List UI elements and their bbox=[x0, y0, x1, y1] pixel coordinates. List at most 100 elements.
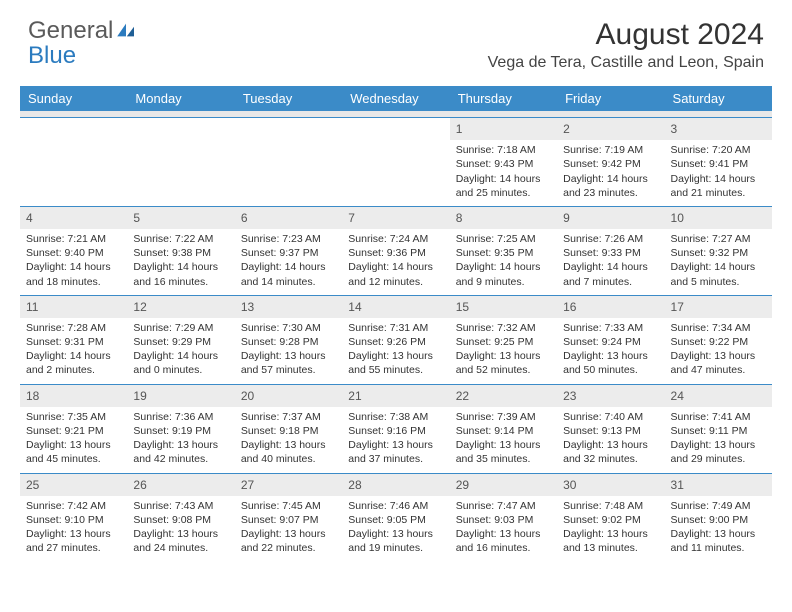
daylight-text: Daylight: 13 hours and 40 minutes. bbox=[241, 438, 336, 466]
sunrise-text: Sunrise: 7:42 AM bbox=[26, 499, 121, 513]
sunrise-text: Sunrise: 7:22 AM bbox=[133, 232, 228, 246]
sunset-text: Sunset: 9:26 PM bbox=[348, 335, 443, 349]
sunrise-text: Sunrise: 7:48 AM bbox=[563, 499, 658, 513]
day-cell: 28Sunrise: 7:46 AMSunset: 9:05 PMDayligh… bbox=[342, 474, 449, 562]
day-cell: 2Sunrise: 7:19 AMSunset: 9:42 PMDaylight… bbox=[557, 118, 664, 206]
day-content: Sunrise: 7:45 AMSunset: 9:07 PMDaylight:… bbox=[235, 496, 342, 562]
day-number: 31 bbox=[665, 474, 772, 496]
sunrise-text: Sunrise: 7:25 AM bbox=[456, 232, 551, 246]
day-content: Sunrise: 7:43 AMSunset: 9:08 PMDaylight:… bbox=[127, 496, 234, 562]
day-cell: 6Sunrise: 7:23 AMSunset: 9:37 PMDaylight… bbox=[235, 207, 342, 295]
day-number: 8 bbox=[450, 207, 557, 229]
sunset-text: Sunset: 9:25 PM bbox=[456, 335, 551, 349]
day-content: Sunrise: 7:28 AMSunset: 9:31 PMDaylight:… bbox=[20, 318, 127, 384]
sunrise-text: Sunrise: 7:31 AM bbox=[348, 321, 443, 335]
daylight-text: Daylight: 13 hours and 32 minutes. bbox=[563, 438, 658, 466]
weekday-header: Wednesday bbox=[342, 86, 449, 111]
weekday-header-row: Sunday Monday Tuesday Wednesday Thursday… bbox=[20, 86, 772, 111]
day-cell: 18Sunrise: 7:35 AMSunset: 9:21 PMDayligh… bbox=[20, 385, 127, 473]
header: GeneralBlue August 2024 Vega de Tera, Ca… bbox=[0, 0, 792, 78]
sunrise-text: Sunrise: 7:29 AM bbox=[133, 321, 228, 335]
day-cell: 26Sunrise: 7:43 AMSunset: 9:08 PMDayligh… bbox=[127, 474, 234, 562]
sunset-text: Sunset: 9:24 PM bbox=[563, 335, 658, 349]
day-content: Sunrise: 7:30 AMSunset: 9:28 PMDaylight:… bbox=[235, 318, 342, 384]
day-number: 30 bbox=[557, 474, 664, 496]
sunset-text: Sunset: 9:40 PM bbox=[26, 246, 121, 260]
day-number: 29 bbox=[450, 474, 557, 496]
sunrise-text: Sunrise: 7:39 AM bbox=[456, 410, 551, 424]
day-content: Sunrise: 7:19 AMSunset: 9:42 PMDaylight:… bbox=[557, 140, 664, 206]
day-content: Sunrise: 7:27 AMSunset: 9:32 PMDaylight:… bbox=[665, 229, 772, 295]
day-cell: 30Sunrise: 7:48 AMSunset: 9:02 PMDayligh… bbox=[557, 474, 664, 562]
day-cell: 22Sunrise: 7:39 AMSunset: 9:14 PMDayligh… bbox=[450, 385, 557, 473]
sunrise-text: Sunrise: 7:41 AM bbox=[671, 410, 766, 424]
day-content: Sunrise: 7:46 AMSunset: 9:05 PMDaylight:… bbox=[342, 496, 449, 562]
day-cell: 9 Sunrise: 7:26 AMSunset: 9:33 PMDaylight… bbox=[557, 207, 664, 295]
day-cell: 7Sunrise: 7:24 AMSunset: 9:36 PMDaylight… bbox=[342, 207, 449, 295]
daylight-text: Daylight: 14 hours and 5 minutes. bbox=[671, 260, 766, 288]
day-cell: 13Sunrise: 7:30 AMSunset: 9:28 PMDayligh… bbox=[235, 296, 342, 384]
sunset-text: Sunset: 9:05 PM bbox=[348, 513, 443, 527]
week-row: 25Sunrise: 7:42 AMSunset: 9:10 PMDayligh… bbox=[20, 473, 772, 562]
daylight-text: Daylight: 13 hours and 55 minutes. bbox=[348, 349, 443, 377]
daylight-text: Daylight: 13 hours and 42 minutes. bbox=[133, 438, 228, 466]
sunrise-text: Sunrise: 7:47 AM bbox=[456, 499, 551, 513]
title-block: August 2024 Vega de Tera, Castille and L… bbox=[488, 18, 764, 72]
daylight-text: Daylight: 14 hours and 0 minutes. bbox=[133, 349, 228, 377]
sunset-text: Sunset: 9:22 PM bbox=[671, 335, 766, 349]
day-number: 15 bbox=[450, 296, 557, 318]
day-cell: 11Sunrise: 7:28 AMSunset: 9:31 PMDayligh… bbox=[20, 296, 127, 384]
day-content: Sunrise: 7:41 AMSunset: 9:11 PMDaylight:… bbox=[665, 407, 772, 473]
day-number: 21 bbox=[342, 385, 449, 407]
daylight-text: Daylight: 14 hours and 23 minutes. bbox=[563, 172, 658, 200]
day-content: Sunrise: 7:39 AMSunset: 9:14 PMDaylight:… bbox=[450, 407, 557, 473]
day-number: 19 bbox=[127, 385, 234, 407]
sunset-text: Sunset: 9:42 PM bbox=[563, 157, 658, 171]
sunrise-text: Sunrise: 7:18 AM bbox=[456, 143, 551, 157]
day-number: 11 bbox=[20, 296, 127, 318]
day-content: Sunrise: 7:33 AMSunset: 9:24 PMDaylight:… bbox=[557, 318, 664, 384]
day-number bbox=[342, 118, 449, 124]
sunrise-text: Sunrise: 7:23 AM bbox=[241, 232, 336, 246]
sunrise-text: Sunrise: 7:19 AM bbox=[563, 143, 658, 157]
day-content: Sunrise: 7:25 AMSunset: 9:35 PMDaylight:… bbox=[450, 229, 557, 295]
day-number: 9 bbox=[557, 207, 664, 229]
daylight-text: Daylight: 13 hours and 24 minutes. bbox=[133, 527, 228, 555]
day-cell: 31Sunrise: 7:49 AMSunset: 9:00 PMDayligh… bbox=[665, 474, 772, 562]
daylight-text: Daylight: 13 hours and 37 minutes. bbox=[348, 438, 443, 466]
day-number: 20 bbox=[235, 385, 342, 407]
sunset-text: Sunset: 9:33 PM bbox=[563, 246, 658, 260]
daylight-text: Daylight: 14 hours and 16 minutes. bbox=[133, 260, 228, 288]
daylight-text: Daylight: 13 hours and 57 minutes. bbox=[241, 349, 336, 377]
day-content: Sunrise: 7:38 AMSunset: 9:16 PMDaylight:… bbox=[342, 407, 449, 473]
daylight-text: Daylight: 14 hours and 18 minutes. bbox=[26, 260, 121, 288]
day-number: 25 bbox=[20, 474, 127, 496]
week-row: 1Sunrise: 7:18 AMSunset: 9:43 PMDaylight… bbox=[20, 117, 772, 206]
daylight-text: Daylight: 14 hours and 25 minutes. bbox=[456, 172, 551, 200]
daylight-text: Daylight: 13 hours and 47 minutes. bbox=[671, 349, 766, 377]
day-content: Sunrise: 7:37 AMSunset: 9:18 PMDaylight:… bbox=[235, 407, 342, 473]
day-number: 13 bbox=[235, 296, 342, 318]
day-number: 16 bbox=[557, 296, 664, 318]
daylight-text: Daylight: 14 hours and 7 minutes. bbox=[563, 260, 658, 288]
sunset-text: Sunset: 9:07 PM bbox=[241, 513, 336, 527]
day-number: 3 bbox=[665, 118, 772, 140]
day-cell: 23Sunrise: 7:40 AMSunset: 9:13 PMDayligh… bbox=[557, 385, 664, 473]
sunset-text: Sunset: 9:03 PM bbox=[456, 513, 551, 527]
day-number: 28 bbox=[342, 474, 449, 496]
day-cell: 1Sunrise: 7:18 AMSunset: 9:43 PMDaylight… bbox=[450, 118, 557, 206]
weeks-container: 1Sunrise: 7:18 AMSunset: 9:43 PMDaylight… bbox=[20, 117, 772, 561]
day-number bbox=[235, 118, 342, 124]
sunrise-text: Sunrise: 7:34 AM bbox=[671, 321, 766, 335]
day-number: 27 bbox=[235, 474, 342, 496]
sunrise-text: Sunrise: 7:26 AM bbox=[563, 232, 658, 246]
daylight-text: Daylight: 14 hours and 21 minutes. bbox=[671, 172, 766, 200]
daylight-text: Daylight: 13 hours and 11 minutes. bbox=[671, 527, 766, 555]
day-cell: 20Sunrise: 7:37 AMSunset: 9:18 PMDayligh… bbox=[235, 385, 342, 473]
day-cell: 3Sunrise: 7:20 AMSunset: 9:41 PMDaylight… bbox=[665, 118, 772, 206]
sunset-text: Sunset: 9:16 PM bbox=[348, 424, 443, 438]
day-content: Sunrise: 7:31 AMSunset: 9:26 PMDaylight:… bbox=[342, 318, 449, 384]
weekday-header: Tuesday bbox=[235, 86, 342, 111]
sunset-text: Sunset: 9:13 PM bbox=[563, 424, 658, 438]
day-number bbox=[127, 118, 234, 124]
